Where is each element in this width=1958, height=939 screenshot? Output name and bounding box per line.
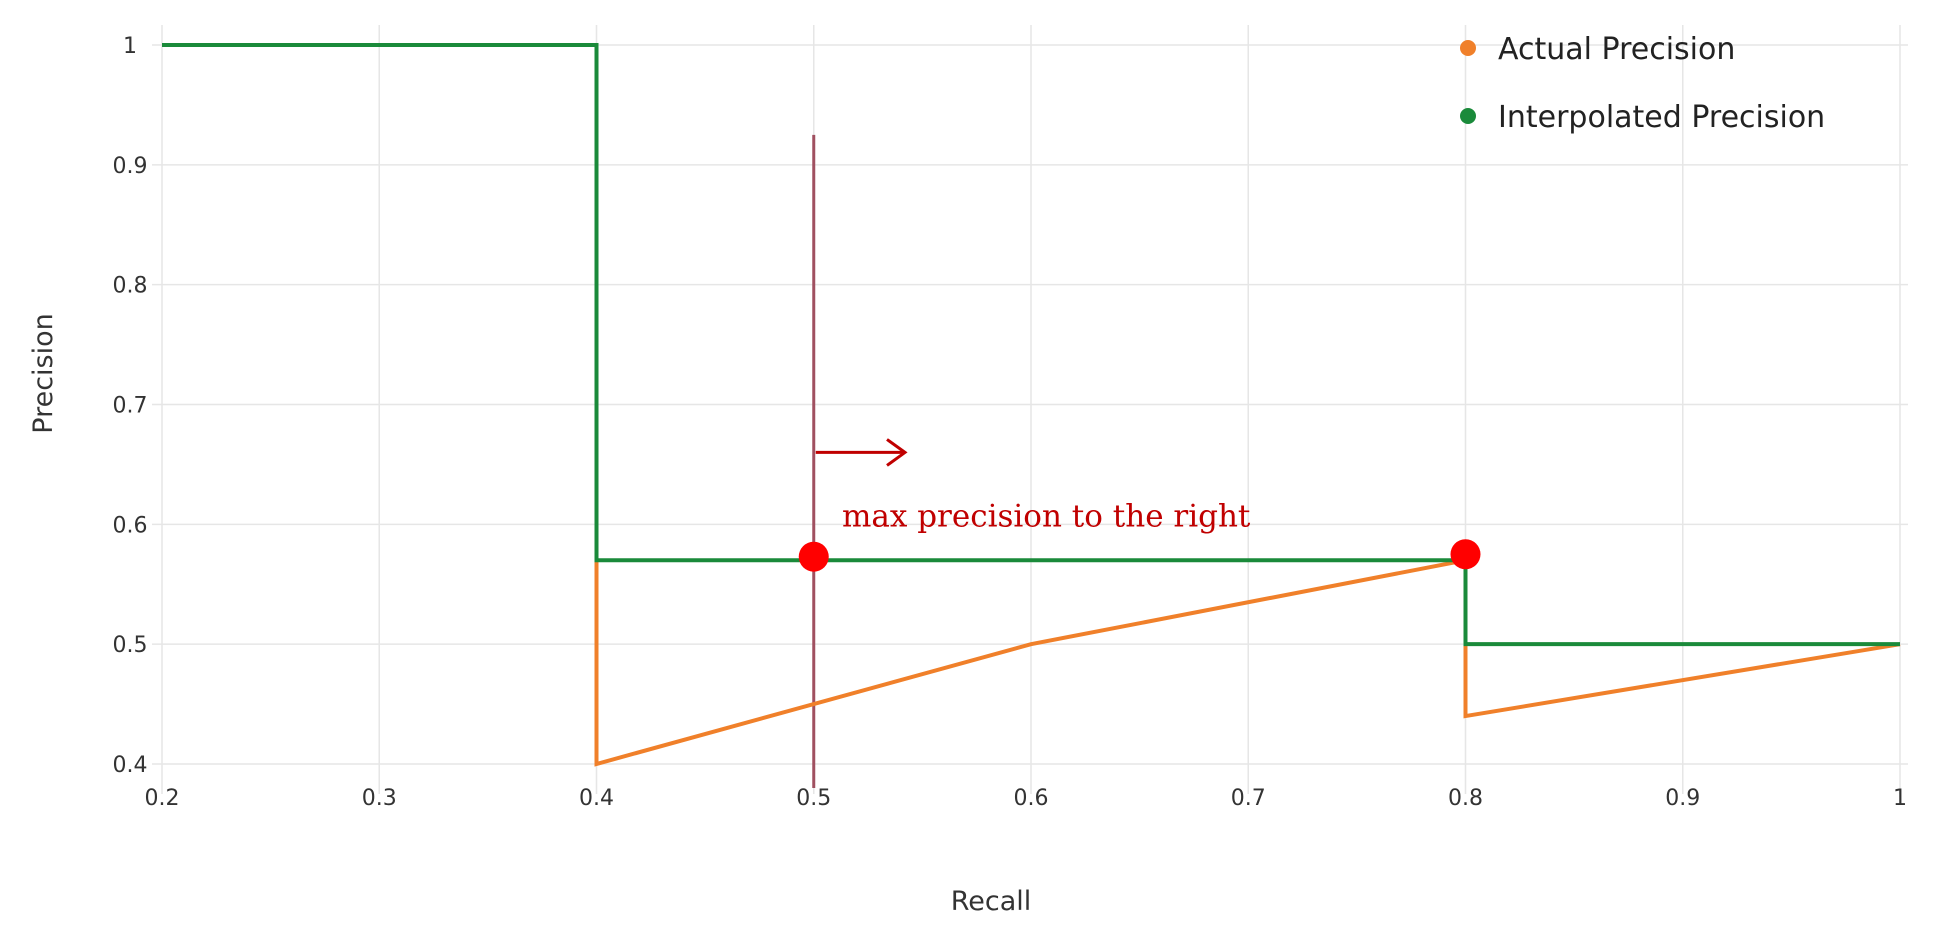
legend-marker [1460, 40, 1476, 56]
x-tick-label: 0.6 [1014, 786, 1049, 811]
x-tick-label: 0.9 [1665, 786, 1700, 811]
annotation-text: max precision to the right [842, 499, 1251, 535]
legend-label: Interpolated Precision [1498, 100, 1825, 135]
legend-marker [1460, 108, 1476, 124]
y-tick-label: 0.6 [113, 513, 148, 538]
x-tick-label: 0.7 [1231, 786, 1266, 811]
legend-label: Actual Precision [1498, 32, 1735, 67]
y-tick-label: 0.8 [113, 274, 148, 299]
y-tick-label: 1 [123, 34, 137, 59]
x-tick-label: 1 [1893, 786, 1907, 811]
x-tick-label: 0.5 [796, 786, 831, 811]
y-tick-label: 0.5 [113, 633, 148, 658]
highlight-marker [798, 541, 829, 572]
x-axis-title: Recall [951, 886, 1032, 917]
y-tick-label: 0.4 [113, 753, 148, 778]
legend: Actual Precision Interpolated Precision [1460, 32, 1825, 135]
y-axis-title: Precision [28, 313, 59, 433]
annotation-arrow-head [886, 438, 908, 467]
y-tick-label: 0.9 [113, 154, 148, 179]
x-tick-label: 0.3 [362, 786, 397, 811]
x-tick-label: 0.4 [579, 786, 614, 811]
y-tick-label: 0.7 [113, 394, 148, 419]
series-layer [162, 43, 1901, 767]
x-tick-label: 0.2 [145, 786, 180, 811]
highlight-marker [1450, 539, 1481, 570]
grid-layer [152, 25, 1908, 794]
series-line-interpolated-precision [162, 43, 1900, 647]
x-tick-label: 0.8 [1448, 786, 1483, 811]
series-line-actual-precision [594, 557, 1901, 767]
axis-layer: 0.2 0.3 0.4 0.5 0.6 0.7 0.8 0.9 1 0.4 0.5 0.6 0.7 0.8… [28, 34, 1907, 917]
annotation-layer: max precision to the right [812, 134, 1251, 788]
marker-layer [798, 539, 1481, 572]
